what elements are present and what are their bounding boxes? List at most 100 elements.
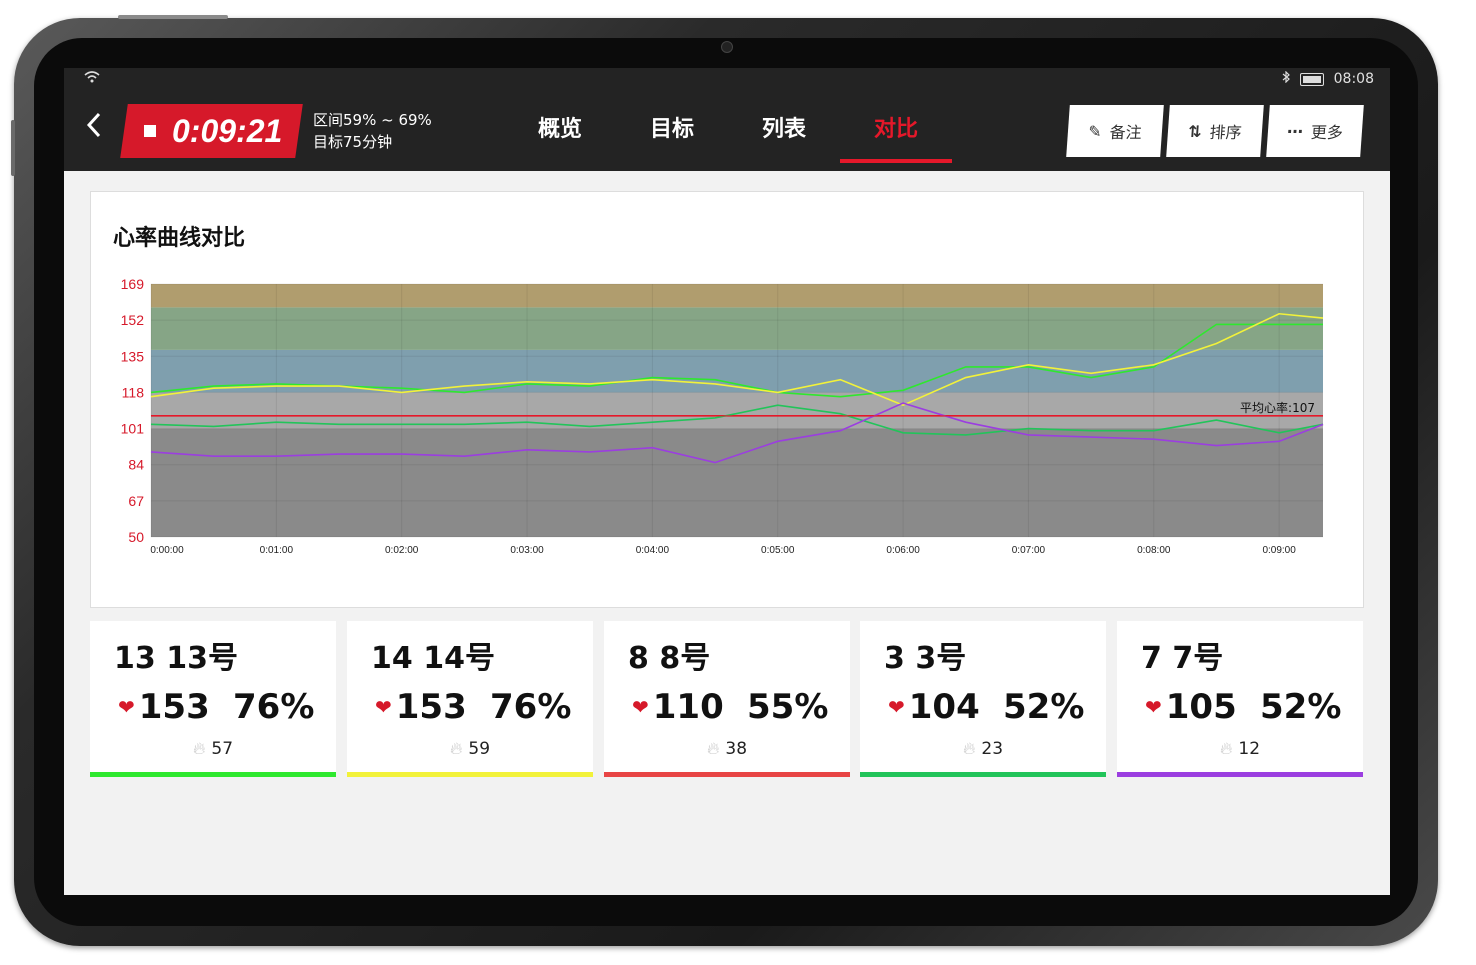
zone-band: [151, 307, 1323, 350]
x-tick-label: 0:09:00: [1262, 545, 1296, 556]
participant-name: 7 7号: [1141, 641, 1224, 676]
x-tick-label: 0:08:00: [1137, 545, 1171, 556]
calorie-value: 59: [468, 739, 491, 759]
more-label: 更多: [1310, 123, 1344, 142]
y-tick-label: 101: [121, 421, 145, 437]
more-icon: ⋯: [1286, 121, 1304, 141]
heart-icon: ❤: [118, 695, 135, 719]
heart-rate-value: 153: [395, 687, 467, 727]
series-line: [150, 312, 1324, 407]
color-bar: [347, 772, 593, 777]
flame-icon: 🔥︎: [449, 739, 463, 759]
series-line: [150, 402, 1324, 464]
power-button: [118, 15, 228, 19]
tab-list[interactable]: 列表: [761, 117, 806, 142]
participant-name: 8 8号: [628, 641, 711, 676]
series-line: [150, 404, 1324, 436]
x-tick-label: 0:03:00: [510, 545, 544, 556]
heart-rate-value: 110: [652, 687, 724, 727]
more-button[interactable]: ⋯ 更多: [1266, 105, 1364, 157]
x-tick-label: 0:00:00: [150, 545, 184, 556]
participant-name: 14 14号: [371, 641, 495, 676]
stop-icon[interactable]: [144, 125, 156, 137]
app-header: 0:09:21 区间59% ~ 69% 目标75分钟 概览 目标 列表 对比 ✎…: [64, 92, 1390, 171]
zone-range: 区间59% ~ 69%: [313, 111, 432, 129]
heart-rate-percent: 76%: [233, 687, 315, 727]
note-button[interactable]: ✎ 备注: [1066, 105, 1164, 157]
sort-label: 排序: [1208, 123, 1243, 142]
flame-icon: 🔥︎: [1219, 739, 1233, 759]
participant-card[interactable]: 14 14号 ❤ 153 76% 🔥︎ 59: [347, 621, 593, 777]
flame-icon: 🔥︎: [706, 739, 720, 759]
average-label: 平均心率:107: [1240, 400, 1315, 415]
y-tick-label: 135: [121, 348, 145, 364]
zone-info: 区间59% ~ 69% 目标75分钟: [313, 109, 432, 153]
heart-rate: ❤ 153: [118, 687, 210, 727]
calories: 🔥︎ 59: [347, 739, 593, 759]
participant-card[interactable]: 13 13号 ❤ 153 76% 🔥︎ 57: [90, 621, 336, 777]
camera-icon: [721, 41, 733, 53]
zone-target: 目标75分钟: [313, 133, 393, 151]
calorie-value: 23: [981, 739, 1004, 759]
heart-rate-percent: 55%: [747, 687, 829, 727]
heart-rate-percent: 76%: [490, 687, 572, 727]
heart-rate-percent: 52%: [1003, 687, 1085, 727]
y-tick-label: 118: [122, 384, 145, 400]
x-tick-label: 0:06:00: [886, 545, 920, 556]
x-tick-label: 0:01:00: [260, 545, 294, 556]
calorie-value: 57: [211, 739, 234, 759]
heart-rate: ❤ 153: [375, 687, 467, 727]
heart-rate-value: 153: [138, 687, 210, 727]
heart-rate-value: 105: [1165, 687, 1237, 727]
y-tick-label: 50: [128, 529, 144, 545]
chart-title: 心率曲线对比: [113, 226, 246, 251]
participant-cards: 13 13号 ❤ 153 76% 🔥︎ 57 14 14号 ❤ 153 76% 🔥︎ 59 8 8号 ❤ 1…: [90, 621, 1364, 777]
color-bar: [604, 772, 850, 777]
flame-icon: 🔥︎: [192, 739, 206, 759]
back-icon[interactable]: [74, 110, 114, 150]
note-icon: ✎: [1087, 121, 1103, 141]
x-tick-label: 0:02:00: [385, 545, 419, 556]
timer-value: 0:09:21: [172, 112, 283, 149]
heart-icon: ❤: [1145, 695, 1162, 719]
calories: 🔥︎ 57: [90, 739, 336, 759]
participant-name: 3 3号: [884, 641, 967, 676]
note-label: 备注: [1108, 123, 1143, 142]
heart-rate-chart-card: 心率曲线对比 169 152 135 118 101 84 67 50 0:00:00 0:01:…: [90, 191, 1364, 608]
calories: 🔥︎ 23: [860, 739, 1106, 759]
y-tick-label: 84: [128, 457, 144, 473]
y-tick-label: 169: [121, 276, 145, 292]
tab-overview[interactable]: 概览: [537, 117, 582, 142]
participant-card[interactable]: 7 7号 ❤ 105 52% 🔥︎ 12: [1117, 621, 1363, 777]
heart-rate: ❤ 105: [1145, 687, 1237, 727]
y-tick-label: 67: [128, 493, 144, 509]
calorie-value: 12: [1238, 739, 1261, 759]
sort-button[interactable]: ⇅ 排序: [1166, 105, 1264, 157]
participant-card[interactable]: 3 3号 ❤ 104 52% 🔥︎ 23: [860, 621, 1106, 777]
tab-goal[interactable]: 目标: [649, 117, 694, 142]
y-tick-label: 152: [121, 312, 145, 328]
color-bar: [860, 772, 1106, 777]
calorie-value: 38: [725, 739, 748, 759]
sort-icon: ⇅: [1187, 121, 1203, 141]
volume-button: [11, 120, 15, 176]
heart-rate: ❤ 104: [888, 687, 980, 727]
zone-band: [151, 392, 1323, 429]
x-tick-label: 0:05:00: [761, 545, 795, 556]
zone-band: [151, 284, 1323, 308]
heart-icon: ❤: [375, 695, 392, 719]
calories: 🔥︎ 38: [604, 739, 850, 759]
heart-rate-chart: 169 152 135 118 101 84 67 50 0:00:00 0:01:00 0:02:…: [121, 276, 1324, 556]
session-timer: 0:09:21: [124, 104, 299, 158]
tab-compare[interactable]: 对比: [840, 92, 952, 171]
zone-band: [151, 428, 1323, 537]
app-screen: 08:08 0:09:21 区间59% ~ 69% 目标75分钟 概览 目标 列…: [64, 68, 1390, 895]
bluetooth-icon: [1282, 70, 1290, 87]
x-tick-label: 0:04:00: [636, 545, 670, 556]
color-bar: [90, 772, 336, 777]
heart-icon: ❤: [632, 695, 649, 719]
participant-card[interactable]: 8 8号 ❤ 110 55% 🔥︎ 38: [604, 621, 850, 777]
status-bar: 08:08: [64, 68, 1390, 92]
heart-rate: ❤ 110: [632, 687, 724, 727]
wifi-icon: [84, 71, 100, 87]
